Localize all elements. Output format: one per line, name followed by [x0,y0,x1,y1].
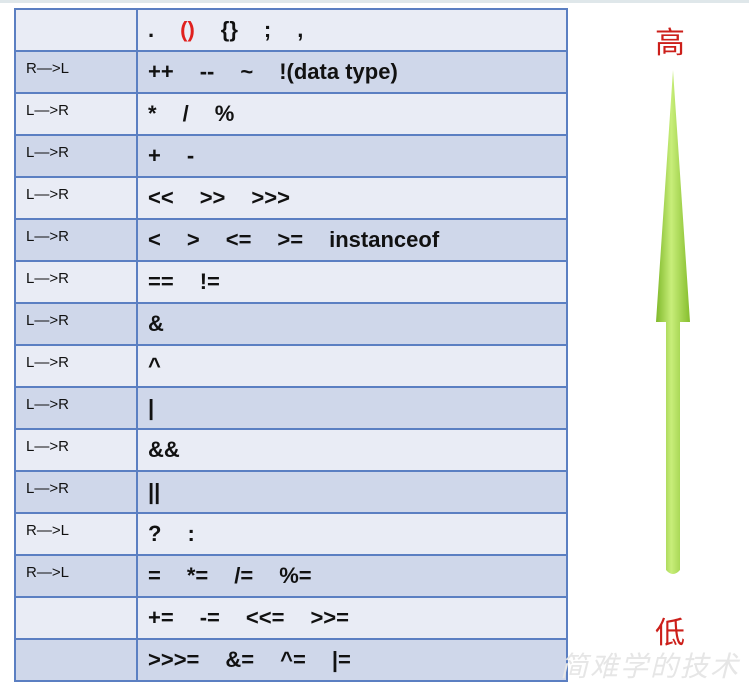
operator-token: || [148,479,161,504]
operator-token: % [214,101,235,126]
table-row: L—>R < > <= >= instanceof [14,218,568,262]
associativity-cell: L—>R [14,134,138,178]
operator-token: ; [263,17,272,42]
associativity-cell: L—>R [14,92,138,136]
operator-token: : [187,521,195,546]
operator-precedence-table: .(){};, R—>L ++ -- ~ !(data type) L—>R * /% L—>R +… [14,8,568,682]
operators-cell: | [136,386,568,430]
operator-token: |= [331,647,351,672]
operators-cell: ?: [136,512,568,556]
operator-token: >> [199,185,226,210]
operators-cell: += -= <<= >>= [136,596,568,640]
associativity-cell: L—>R [14,260,138,304]
operator-token: () [180,17,195,42]
table-row: L—>R | [14,386,568,430]
operator-token: >= [277,227,304,252]
operator-token: * [148,101,157,126]
table-row: L—>R * /% [14,92,568,136]
operator-token: != [199,269,220,294]
table-row: L—>R + - [14,134,568,178]
high-label: 高 [655,26,685,61]
operators-cell: & [136,302,568,346]
operators-cell: ++ -- ~ !(data type) [136,50,568,94]
operator-token: <<= [245,605,285,630]
operators-cell: || [136,470,568,514]
operator-token: / [182,101,189,126]
precedence-arrow-icon [656,70,690,574]
operator-token: && [148,437,180,462]
operator-token: -= [199,605,220,630]
operator-token: ++ [148,59,174,84]
operators-cell: + - [136,134,568,178]
operators-cell: * /% [136,92,568,136]
table-row: R—>L?: [14,512,568,556]
operator-token: ~ [240,59,254,84]
operator-token: == [148,269,174,294]
watermark: 简难学的技术 [560,650,741,683]
operator-token: | [148,395,155,420]
operators-cell: < > <= >= instanceof [136,218,568,262]
top-divider [0,0,749,3]
operator-token: & [148,311,164,336]
associativity-cell [14,596,138,640]
table-row: >>>= &= ^= |= [14,638,568,682]
operator-token: %= [279,563,312,588]
operator-token: < [148,227,161,252]
table-row: R—>L ++ -- ~ !(data type) [14,50,568,94]
table-row: += -= <<= >>= [14,596,568,640]
operator-token: /= [234,563,254,588]
operator-token: >>>= [148,647,200,672]
table-row: R—>L = *= /= %= [14,554,568,598]
operators-cell: << >> >>> [136,176,568,220]
operator-token: ? [148,521,162,546]
associativity-cell: L—>R [14,386,138,430]
operators-cell: ^ [136,344,568,388]
operator-token: *= [186,563,209,588]
table-row: L—>R && [14,428,568,472]
associativity-cell: L—>R [14,344,138,388]
operator-token: >>> [251,185,290,210]
operator-token: = [148,563,161,588]
table-row: L—>R << >> >>> [14,176,568,220]
associativity-cell [14,8,138,52]
associativity-cell: L—>R [14,470,138,514]
operator-token: &= [225,647,255,672]
operator-token: - [186,143,195,168]
associativity-cell: L—>R [14,176,138,220]
operator-token: ^= [280,647,306,672]
table-row: L—>R || [14,470,568,514]
operators-cell: && [136,428,568,472]
associativity-cell: L—>R [14,218,138,262]
operators-cell: == != [136,260,568,304]
operators-cell: >>>= &= ^= |= [136,638,568,682]
low-label: 低 [655,616,685,651]
operator-token: , [297,17,304,42]
associativity-cell: L—>R [14,428,138,472]
associativity-cell: R—>L [14,50,138,94]
operator-token: << [148,185,174,210]
operator-token: !(data type) [279,59,398,84]
operator-token: <= [225,227,252,252]
table-row: . () {};, [14,8,568,52]
operator-token: ^ [148,353,161,378]
operator-token: . [148,17,155,42]
associativity-cell: R—>L [14,554,138,598]
operator-token: + [148,143,161,168]
associativity-cell: L—>R [14,302,138,346]
operator-token: > [186,227,200,252]
operator-token: instanceof [329,227,440,252]
operator-token: {} [220,17,238,42]
operators-cell: . () {};, [136,8,568,52]
table-row: L—>R == != [14,260,568,304]
operator-token: -- [199,59,215,84]
associativity-cell: R—>L [14,512,138,556]
table-row: L—>R ^ [14,344,568,388]
operator-token: += [148,605,174,630]
table-row: L—>R & [14,302,568,346]
operators-cell: = *= /= %= [136,554,568,598]
associativity-cell [14,638,138,682]
operator-token: >>= [310,605,349,630]
